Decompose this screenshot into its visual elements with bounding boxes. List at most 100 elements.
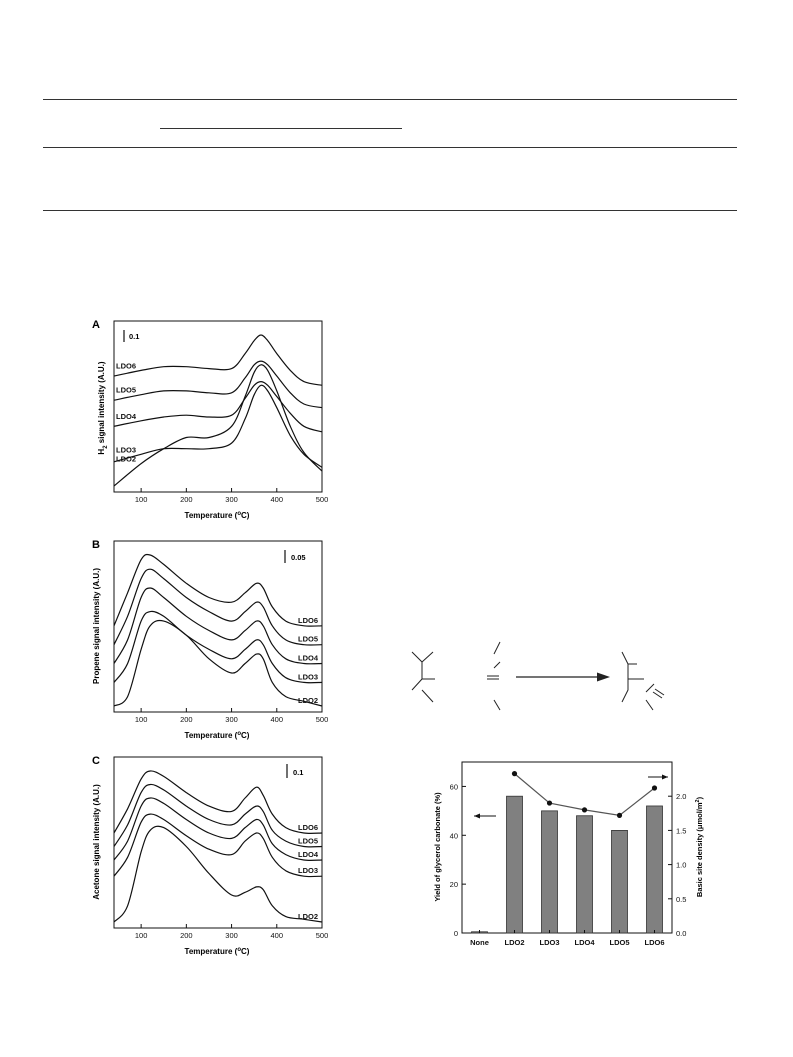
bar-ldo6 xyxy=(646,805,663,934)
y-axis-label-a: H2 signal intensity (A.U.) xyxy=(97,361,109,454)
y-axis-label-c: Acetone signal intensity (A.U.) xyxy=(92,784,101,900)
reagent-bond-2 xyxy=(493,661,501,669)
bar-ldo5 xyxy=(611,830,628,934)
glycerol-backbone xyxy=(411,651,423,691)
x-tick-label-a-300: 300 xyxy=(225,495,238,504)
x-axis-label-a: Temperature (oC) xyxy=(185,511,250,520)
right-axis-arrow-head xyxy=(662,774,668,780)
curves-c: LDO2 LDO3 LDO4 LDO5 LDO6 xyxy=(113,770,323,923)
glycerol-bond-3 xyxy=(421,689,434,703)
x-tick-label-b-100: 100 xyxy=(135,715,148,724)
reaction-arrow-head xyxy=(597,672,610,682)
product-double-bond-a xyxy=(652,691,663,699)
curve-c-ldo4 xyxy=(113,797,323,861)
reaction-scheme xyxy=(411,641,665,711)
series-label-b-ldo2: LDO2 xyxy=(298,696,318,705)
x-tick-label-a-400: 400 xyxy=(271,495,284,504)
series-label-b-ldo6: LDO6 xyxy=(298,616,318,625)
curve-c-ldo5 xyxy=(113,783,323,848)
bar-category-label-ldo3: LDO3 xyxy=(539,938,559,947)
series-label-b-ldo5: LDO5 xyxy=(298,635,318,644)
curve-a-ldo3 xyxy=(113,384,323,468)
product-bond-3 xyxy=(645,683,655,693)
bar-y-tick-label-40: 40 xyxy=(450,831,458,840)
bar-left-axis-label: Yield of glycerol carbonate (%) xyxy=(433,792,442,902)
product-backbone xyxy=(621,651,629,703)
density-point-2 xyxy=(546,800,553,806)
curve-c-ldo2 xyxy=(113,825,323,923)
bar-ldo4 xyxy=(576,815,593,934)
scale-bar-label-b: 0.05 xyxy=(291,553,306,562)
series-label-a-ldo3: LDO3 xyxy=(116,445,136,454)
series-label-c-ldo2: LDO2 xyxy=(298,912,318,921)
x-tick-label-c-200: 200 xyxy=(180,931,193,940)
bar-y2-tick-label-1.5: 1.5 xyxy=(676,826,686,835)
y-axis-label-b: Propene signal intensity (A.U.) xyxy=(92,568,101,684)
series-label-c-ldo3: LDO3 xyxy=(298,866,318,875)
x-tick-label-c-500: 500 xyxy=(316,931,329,940)
density-point-1 xyxy=(511,771,518,777)
series-label-c-ldo5: LDO5 xyxy=(298,837,318,846)
bar-chart-ticks: None LDO2 LDO3 LDO4 LDO5 LDO6 0 20 40 60 0.0 0.5 1.0… xyxy=(450,782,687,947)
series-label-b-ldo3: LDO3 xyxy=(298,672,318,681)
bars xyxy=(471,795,663,934)
table-bottom-rule xyxy=(43,210,737,211)
plot-frame-a xyxy=(113,320,323,493)
reagent-bond-1 xyxy=(493,641,501,655)
plot-frame-c xyxy=(113,756,323,929)
bar-category-label-ldo2: LDO2 xyxy=(504,938,524,947)
curve-b-ldo6 xyxy=(113,553,323,627)
series-label-a-ldo5: LDO5 xyxy=(116,386,136,395)
curve-b-ldo2 xyxy=(113,619,323,707)
product-double-bond-b xyxy=(654,688,665,696)
curve-a-ldo2 xyxy=(113,364,323,487)
x-tick-label-a-200: 200 xyxy=(180,495,193,504)
curve-b-ldo4 xyxy=(113,587,323,665)
x-tick-label-a-100: 100 xyxy=(135,495,148,504)
table-group-rule xyxy=(160,128,402,129)
curve-a-ldo5 xyxy=(113,360,323,409)
series-label-a-ldo2: LDO2 xyxy=(116,455,136,464)
panel-label-b: B xyxy=(92,539,100,551)
series-label-c-ldo4: LDO4 xyxy=(298,850,319,859)
curve-b-ldo5 xyxy=(113,568,323,646)
series-label-c-ldo6: LDO6 xyxy=(298,823,318,832)
bar-y2-tick-label-0.0: 0.0 xyxy=(676,929,686,938)
curve-a-ldo4 xyxy=(113,380,323,433)
x-tick-label-a-500: 500 xyxy=(316,495,329,504)
x-tick-label-c-100: 100 xyxy=(135,931,148,940)
bar-ldo3 xyxy=(541,810,558,934)
curve-c-ldo6 xyxy=(113,770,323,834)
series-label-a-ldo4: LDO4 xyxy=(116,412,137,421)
bar-category-label-none: None xyxy=(470,938,489,947)
series-label-b-ldo4: LDO4 xyxy=(298,654,319,663)
x-axis-label-b: Temperature (oC) xyxy=(185,731,250,740)
curve-b-ldo3 xyxy=(113,610,323,684)
panel-label-a: A xyxy=(92,319,100,331)
x-tick-label-c-400: 400 xyxy=(271,931,284,940)
ticks-b: 100 200 300 400 500 xyxy=(135,708,328,724)
curve-c-ldo3 xyxy=(113,813,323,878)
x-tick-label-b-300: 300 xyxy=(225,715,238,724)
x-tick-label-b-400: 400 xyxy=(271,715,284,724)
series-label-a-ldo6: LDO6 xyxy=(116,361,136,370)
plot-frame-bar xyxy=(461,761,673,934)
scale-bar-label-a: 0.1 xyxy=(129,332,139,341)
scale-bar-label-c: 0.1 xyxy=(293,768,303,777)
bar-y-tick-label-60: 60 xyxy=(450,782,458,791)
table-header-rule xyxy=(43,147,737,148)
bar-chart: None LDO2 LDO3 LDO4 LDO5 LDO6 0 20 40 60 0.0 0.5 1.0… xyxy=(433,761,704,947)
basic-site-density-series xyxy=(511,771,658,818)
bar-y2-tick-label-1.0: 1.0 xyxy=(676,861,686,870)
bar-category-label-ldo6: LDO6 xyxy=(644,938,664,947)
plot-frame-b xyxy=(113,540,323,713)
x-tick-label-b-500: 500 xyxy=(316,715,329,724)
panel-label-c: C xyxy=(92,755,100,767)
bar-y-tick-label-20: 20 xyxy=(450,880,458,889)
curves-b: LDO2 LDO3 LDO4 LDO5 LDO6 xyxy=(113,553,323,707)
bar-y2-tick-label-0.5: 0.5 xyxy=(676,895,686,904)
left-axis-arrow-head xyxy=(474,813,480,819)
glycerol-bond-1 xyxy=(421,651,434,663)
